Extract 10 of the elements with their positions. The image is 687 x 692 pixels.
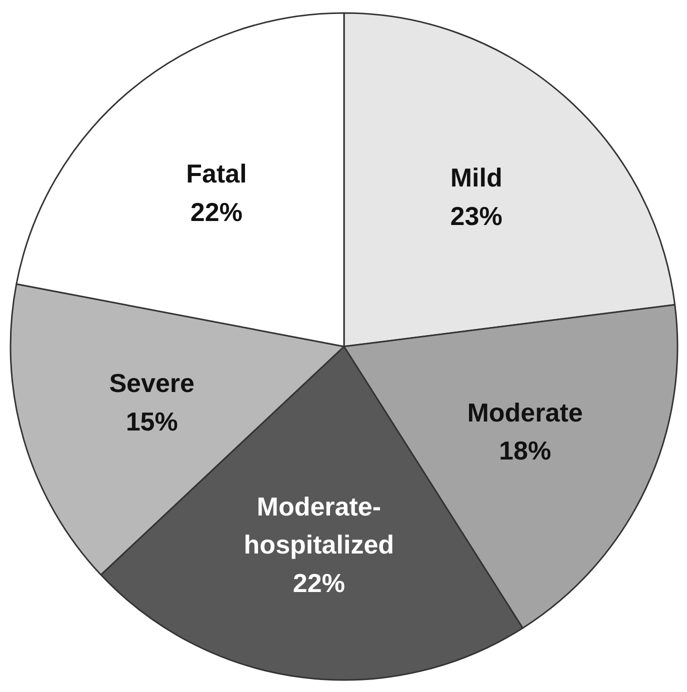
data-label: 18% [499, 436, 552, 466]
data-label: 22% [292, 568, 345, 598]
slice-label: Severe [109, 368, 195, 398]
data-label: 15% [126, 406, 178, 436]
slice-label: Moderate-hospitalized [244, 491, 394, 560]
slice-label: Mild [450, 162, 502, 193]
slice-label: Fatal [186, 158, 247, 189]
data-label: 23% [450, 200, 502, 231]
data-label: 22% [190, 196, 242, 227]
slice-label: Moderate [467, 397, 583, 428]
